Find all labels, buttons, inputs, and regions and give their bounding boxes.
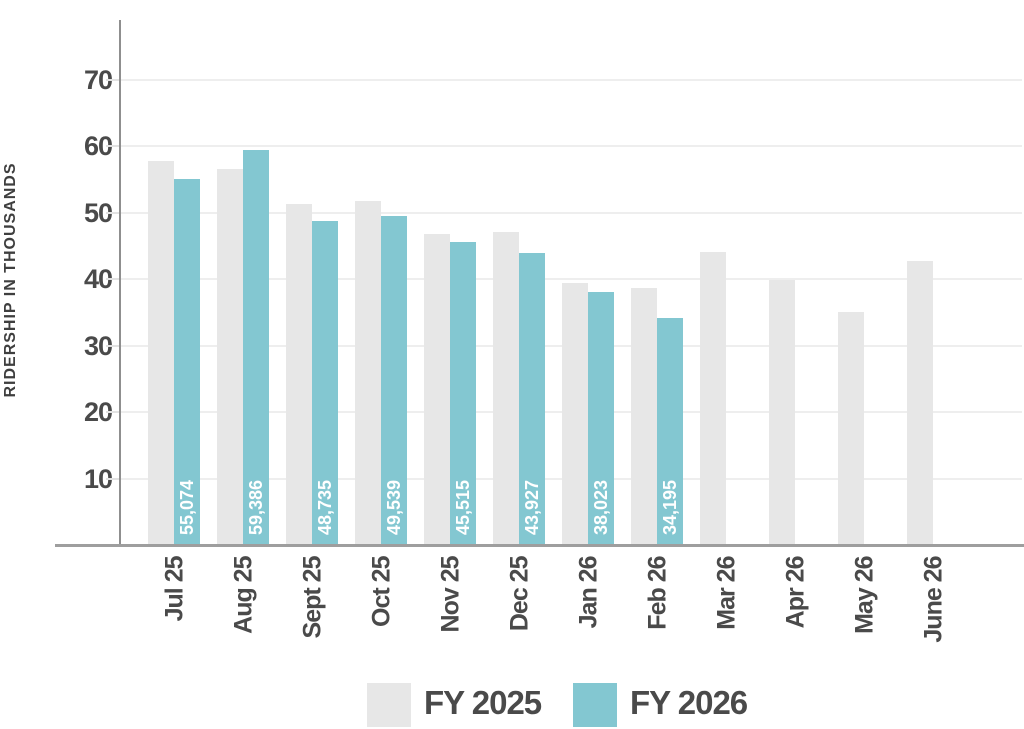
bar-value-label-oct-25: 49,539: [384, 479, 404, 535]
bar-fy2025-sept-25: [286, 204, 312, 545]
bar-value-label-jan-26: 38,023: [591, 479, 611, 535]
bar-fy2026-feb-26: [657, 318, 683, 545]
x-axis-label-nov-25: Nov 25: [436, 556, 464, 633]
bar-fy2025-aug-25: [217, 169, 243, 545]
x-axis-label-june-26: June 26: [919, 556, 947, 643]
bar-value-label-jul-25: 55,074: [177, 479, 197, 535]
x-axis-label-jul-25: Jul 25: [160, 556, 188, 622]
y-tick-label-50: 50: [83, 197, 113, 228]
legend-label-fy2026: FY 2026: [630, 684, 748, 721]
bar-fy2026-dec-25: [519, 253, 545, 545]
bar-value-label-nov-25: 45,515: [453, 479, 473, 535]
bar-fy2025-dec-25: [493, 232, 519, 545]
bar-fy2025-apr-26: [769, 280, 795, 545]
bar-fy2025-jan-26: [562, 283, 588, 545]
bar-fy2026-sept-25: [312, 221, 338, 545]
x-axis-label-feb-26: Feb 26: [643, 556, 671, 630]
x-axis-label-jan-26: Jan 26: [574, 556, 602, 629]
x-axis-label-sept-25: Sept 25: [298, 556, 326, 639]
bar-fy2025-oct-25: [355, 201, 381, 545]
legend-swatch-fy2026: [573, 683, 617, 727]
x-axis-label-may-26: May 26: [850, 556, 878, 634]
bar-fy2025-nov-25: [424, 234, 450, 545]
bar-fy2026-jul-25: [174, 179, 200, 545]
bar-fy2026-aug-25: [243, 150, 269, 545]
y-tick-label-60: 60: [83, 131, 113, 161]
x-axis-line: [55, 544, 1024, 547]
y-tick-mark-50: [106, 211, 120, 214]
y-tick-mark-60: [106, 145, 120, 147]
bar-fy2026-oct-25: [381, 216, 407, 545]
bar-fy2025-may-26: [838, 312, 864, 545]
y-axis-title: RIDERSHIP IN THOUSANDS: [2, 162, 19, 398]
bar-value-label-aug-25: 59,386: [246, 479, 266, 535]
y-tick-label-30: 30: [83, 330, 113, 361]
bar-value-label-feb-26: 34,195: [660, 479, 680, 535]
x-axis-label-oct-25: Oct 25: [367, 556, 395, 627]
bar-value-label-dec-25: 43,927: [522, 479, 542, 535]
y-tick-label-10: 10: [83, 463, 113, 494]
bar-fy2025-june-26: [907, 261, 933, 545]
y-tick-label-20: 20: [83, 397, 113, 427]
bar-fy2026-nov-25: [450, 242, 476, 545]
x-axis-label-aug-25: Aug 25: [229, 556, 257, 634]
bar-fy2026-jan-26: [588, 292, 614, 545]
y-tick-label-70: 70: [83, 64, 113, 95]
legend-swatch-fy2025: [367, 683, 411, 727]
gridline-50: [120, 211, 1022, 214]
bar-fy2025-mar-26: [700, 252, 726, 545]
bar-fy2025-jul-25: [148, 161, 174, 545]
gridline-70: [120, 78, 1022, 81]
gridline-40: [120, 278, 1022, 280]
y-tick-label-40: 40: [83, 264, 113, 294]
x-axis-label-mar-26: Mar 26: [712, 556, 740, 630]
legend: FY 2025 FY 2026: [0, 680, 1024, 729]
y-tick-mark-10: [106, 477, 120, 480]
y-tick-mark-70: [106, 78, 120, 81]
bar-fy2025-feb-26: [631, 288, 657, 545]
legend-label-fy2025: FY 2025: [424, 684, 542, 721]
gridline-60: [120, 145, 1022, 147]
x-axis-label-apr-26: Apr 26: [781, 556, 809, 629]
y-tick-mark-40: [106, 278, 120, 280]
bar-value-label-sept-25: 48,735: [315, 479, 335, 535]
y-tick-mark-30: [106, 344, 120, 347]
y-axis-line: [119, 20, 121, 547]
x-axis-label-dec-25: Dec 25: [505, 556, 533, 632]
y-tick-mark-20: [106, 411, 120, 413]
